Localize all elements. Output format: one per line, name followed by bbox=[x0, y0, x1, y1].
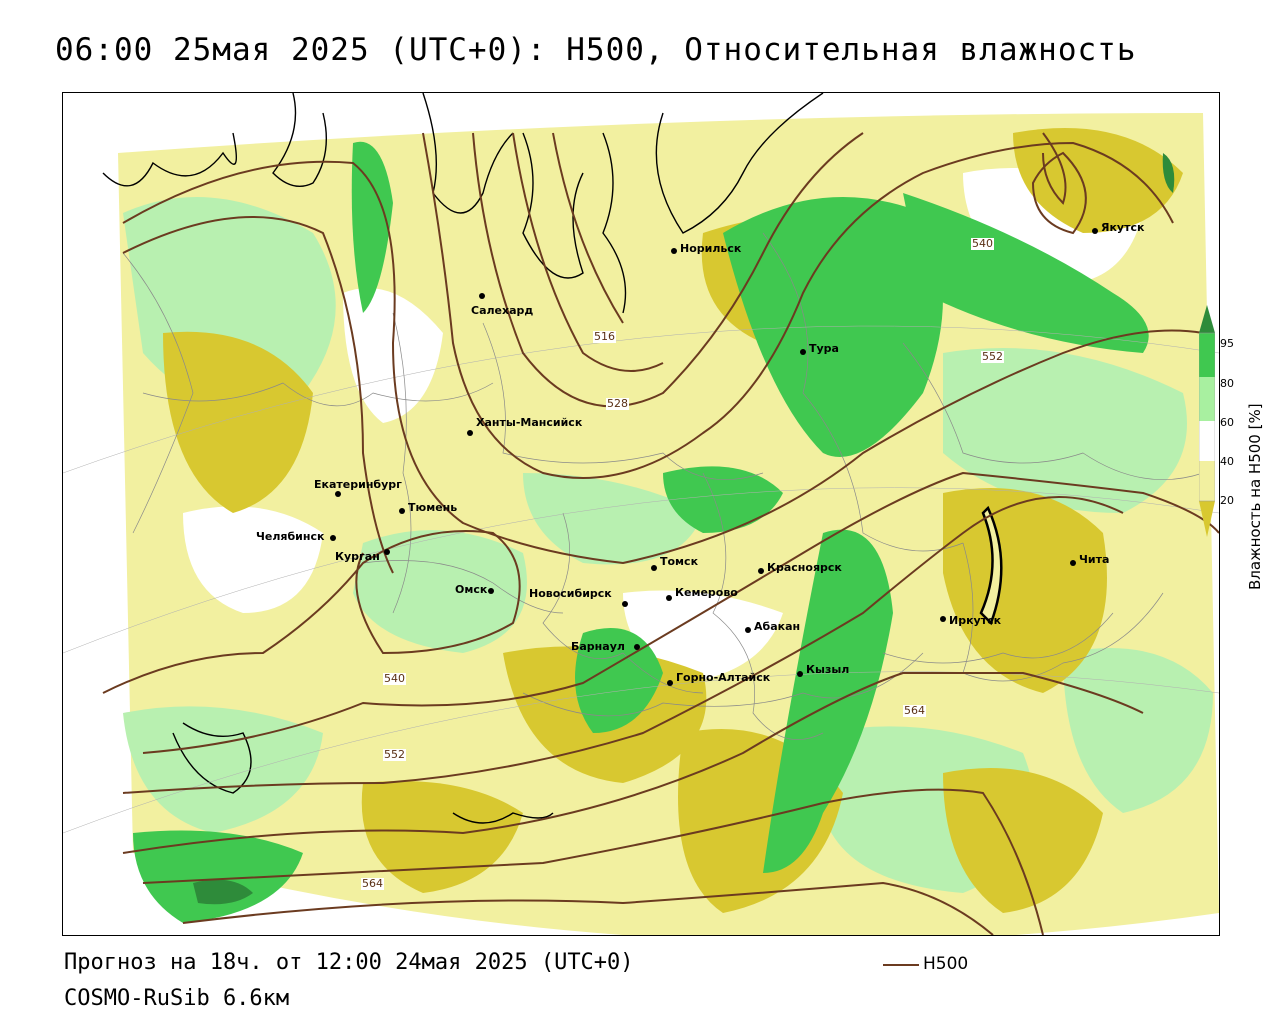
humidity-field-humid bbox=[351, 141, 393, 313]
city-tyumen: Тюмень bbox=[408, 501, 458, 514]
city-yakutsk: Якутск bbox=[1101, 221, 1145, 234]
city-dot bbox=[651, 565, 657, 571]
city-barnaul: Барнаул bbox=[571, 640, 625, 653]
city-norilsk: Норильск bbox=[680, 242, 742, 255]
h500-legend-line bbox=[883, 964, 919, 966]
contour-label-516: 516 bbox=[593, 330, 616, 343]
city-dot bbox=[671, 248, 677, 254]
colorbar-tick-80: 80 bbox=[1220, 377, 1234, 390]
contour-label-540-north: 540 bbox=[971, 237, 994, 250]
city-dot bbox=[335, 491, 341, 497]
city-khanty-mansiysk: Ханты-Мансийск bbox=[476, 416, 583, 429]
map-title: 06:00 25мая 2025 (UTC+0): H500, Относите… bbox=[55, 32, 1137, 68]
contour-label-552-south: 552 bbox=[383, 748, 406, 761]
contour-label-528: 528 bbox=[606, 397, 629, 410]
colorbar-title: Влажность на H500 [%] bbox=[1246, 403, 1264, 590]
humidity-field-dry bbox=[163, 331, 313, 513]
colorbar-tick-20: 20 bbox=[1220, 494, 1234, 507]
city-dot bbox=[467, 430, 473, 436]
city-kemerovo: Кемерово bbox=[675, 586, 738, 599]
city-chita: Чита bbox=[1079, 553, 1110, 566]
contour-label-564-east: 564 bbox=[903, 704, 926, 717]
forecast-info: Прогноз на 18ч. от 12:00 24мая 2025 (UTC… bbox=[64, 950, 634, 975]
city-dot bbox=[399, 508, 405, 514]
colorbar-tick-60: 60 bbox=[1220, 416, 1234, 429]
humidity-colorbar bbox=[1199, 305, 1215, 537]
model-name: COSMO-RuSib 6.6км bbox=[64, 986, 290, 1011]
city-dot bbox=[667, 680, 673, 686]
city-chelyabinsk: Челябинск bbox=[256, 530, 325, 543]
city-tura: Тура bbox=[809, 342, 839, 355]
city-dot bbox=[1092, 228, 1098, 234]
city-salekhard: Салехард bbox=[471, 304, 534, 317]
lake-baikal bbox=[979, 505, 1003, 626]
weather-map: 516 528 540 552 540 552 564 564 Норильск… bbox=[62, 92, 1220, 936]
colorbar-tick-40: 40 bbox=[1220, 455, 1234, 468]
city-yekaterinburg: Екатеринбург bbox=[314, 478, 402, 491]
city-dot bbox=[758, 568, 764, 574]
city-kurgan: Курган bbox=[335, 550, 380, 563]
city-kyzyl: Кызыл bbox=[806, 663, 850, 676]
contour-label-564-south: 564 bbox=[361, 877, 384, 890]
city-dot bbox=[800, 349, 806, 355]
city-dot bbox=[940, 616, 946, 622]
city-gorno-altaysk: Горно-Алтайск bbox=[676, 671, 771, 684]
h500-legend-label: H500 bbox=[923, 954, 969, 974]
city-omsk: Омск bbox=[455, 583, 488, 596]
contour-label-540-south: 540 bbox=[383, 672, 406, 685]
city-novosibirsk: Новосибирск bbox=[529, 587, 612, 600]
city-dot bbox=[1070, 560, 1076, 566]
coastlines bbox=[102, 93, 824, 824]
city-dot bbox=[330, 535, 336, 541]
city-dot bbox=[745, 627, 751, 633]
region-boundaries bbox=[122, 232, 1204, 740]
map-canvas bbox=[63, 93, 1219, 935]
h500-contours bbox=[102, 132, 1219, 935]
city-krasnoyarsk: Красноярск bbox=[767, 561, 842, 574]
city-dot bbox=[479, 293, 485, 299]
city-dot bbox=[797, 671, 803, 677]
city-dot bbox=[488, 588, 494, 594]
graticule bbox=[63, 325, 1219, 834]
city-irkutsk: Иркутск bbox=[949, 614, 1002, 627]
city-dot bbox=[634, 644, 640, 650]
contour-label-552-east: 552 bbox=[981, 350, 1004, 363]
city-dot bbox=[384, 549, 390, 555]
city-abakan: Абакан bbox=[754, 620, 801, 633]
city-tomsk: Томск bbox=[660, 555, 699, 568]
city-dot bbox=[622, 601, 628, 607]
colorbar-tick-95: 95 bbox=[1220, 337, 1234, 350]
city-dot bbox=[666, 595, 672, 601]
